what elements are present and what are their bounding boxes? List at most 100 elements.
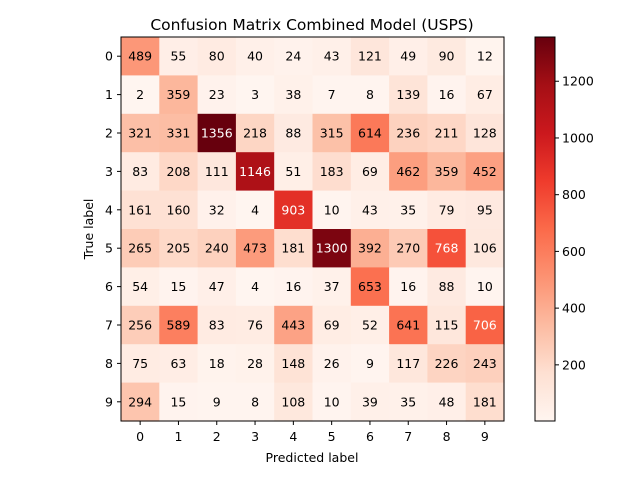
cell-value-label: 183 bbox=[320, 164, 344, 179]
cell-value-label: 1300 bbox=[316, 241, 348, 256]
heatmap-cell bbox=[274, 190, 314, 230]
colorbar-tick-label: 1200 bbox=[562, 74, 594, 89]
cell-value-label: 240 bbox=[205, 241, 229, 256]
x-tick-label: 5 bbox=[328, 429, 336, 444]
heatmap-cell bbox=[121, 152, 160, 192]
heatmap-cell bbox=[159, 344, 199, 384]
heatmap-cell bbox=[235, 37, 275, 76]
heatmap-cell bbox=[235, 190, 275, 230]
x-axis-label: Predicted label bbox=[266, 450, 359, 465]
heatmap-cell bbox=[235, 344, 275, 384]
cell-value-label: 208 bbox=[167, 164, 191, 179]
cell-value-label: 181 bbox=[473, 394, 497, 409]
cell-value-label: 39 bbox=[362, 394, 378, 409]
heatmap-cell bbox=[274, 75, 314, 115]
heatmap-cell bbox=[197, 382, 237, 422]
heatmap-cell bbox=[235, 113, 275, 153]
cell-value-label: 270 bbox=[396, 241, 420, 256]
heatmap-cell bbox=[312, 267, 352, 307]
cell-value-label: 76 bbox=[247, 318, 263, 333]
x-tick-label: 0 bbox=[136, 429, 144, 444]
cell-value-label: 79 bbox=[439, 202, 455, 217]
heatmap-cell bbox=[121, 344, 160, 384]
cell-value-label: 614 bbox=[358, 126, 382, 141]
heatmap-cell bbox=[427, 190, 467, 230]
heatmap-cell bbox=[312, 152, 352, 192]
cell-value-label: 48 bbox=[439, 394, 455, 409]
heatmap-cell bbox=[427, 229, 467, 268]
cell-value-label: 315 bbox=[320, 126, 344, 141]
cell-value-label: 181 bbox=[281, 241, 305, 256]
heatmap-cell bbox=[312, 305, 352, 345]
heatmap-cell bbox=[427, 305, 467, 345]
heatmap-cell bbox=[197, 75, 237, 115]
cell-value-label: 83 bbox=[132, 164, 148, 179]
cell-value-label: 903 bbox=[281, 202, 305, 217]
cell-value-label: 63 bbox=[170, 356, 186, 371]
cell-value-label: 706 bbox=[473, 318, 497, 333]
heatmap-cell bbox=[350, 152, 390, 192]
x-tick-label: 3 bbox=[251, 429, 259, 444]
heatmap-cell bbox=[235, 382, 275, 422]
cell-value-label: 226 bbox=[435, 356, 459, 371]
cell-value-label: 111 bbox=[205, 164, 229, 179]
cell-value-label: 24 bbox=[285, 49, 301, 64]
heatmap-cell bbox=[274, 229, 314, 268]
cell-value-label: 32 bbox=[209, 202, 225, 217]
heatmap-cell bbox=[427, 344, 467, 384]
y-tick-label: 8 bbox=[105, 356, 113, 371]
heatmap-cell bbox=[159, 229, 199, 268]
heatmap-cell bbox=[427, 113, 467, 153]
cell-value-label: 265 bbox=[128, 241, 152, 256]
cell-value-label: 9 bbox=[366, 356, 374, 371]
heatmap-cell bbox=[235, 229, 275, 268]
heatmap-cell bbox=[312, 113, 352, 153]
heatmap-cells bbox=[121, 37, 505, 422]
cell-value-label: 69 bbox=[362, 164, 378, 179]
cell-value-label: 9 bbox=[213, 394, 221, 409]
cell-value-label: 115 bbox=[435, 318, 459, 333]
cell-value-label: 489 bbox=[128, 49, 152, 64]
heatmap-cell bbox=[465, 190, 505, 230]
heatmap-cell bbox=[121, 229, 160, 268]
colorbar-tick-label: 200 bbox=[562, 357, 586, 372]
heatmap-cell bbox=[274, 344, 314, 384]
cell-value-label: 26 bbox=[324, 356, 340, 371]
colorbar-tick-label: 600 bbox=[562, 244, 586, 259]
cell-value-label: 294 bbox=[128, 394, 152, 409]
heatmap-cell bbox=[274, 37, 314, 76]
cell-value-label: 10 bbox=[324, 394, 340, 409]
heatmap-cell bbox=[197, 344, 237, 384]
heatmap-cell bbox=[159, 190, 199, 230]
heatmap-cell bbox=[121, 113, 160, 153]
heatmap-cell bbox=[197, 267, 237, 307]
y-tick-label: 6 bbox=[105, 279, 113, 294]
cell-value-label: 236 bbox=[396, 126, 420, 141]
cell-value-label: 51 bbox=[285, 164, 301, 179]
heatmap-cell bbox=[274, 152, 314, 192]
heatmap-cell bbox=[159, 152, 199, 192]
cell-value-label: 95 bbox=[477, 202, 493, 217]
cell-value-label: 589 bbox=[167, 318, 191, 333]
cell-value-label: 8 bbox=[251, 394, 259, 409]
cell-value-label: 16 bbox=[439, 87, 455, 102]
y-tick-label: 1 bbox=[105, 87, 113, 102]
heatmap-cell bbox=[121, 267, 160, 307]
heatmap-cell bbox=[235, 75, 275, 115]
heatmap-cell bbox=[350, 229, 390, 268]
cell-value-label: 160 bbox=[167, 202, 191, 217]
cell-value-label: 69 bbox=[324, 318, 340, 333]
y-tick-label: 2 bbox=[105, 126, 113, 141]
cell-value-label: 35 bbox=[400, 202, 416, 217]
heatmap-cell bbox=[159, 75, 199, 115]
heatmap-cell bbox=[427, 37, 467, 76]
heatmap-cell bbox=[159, 305, 199, 345]
cell-value-label: 8 bbox=[366, 87, 374, 102]
heatmap-cell bbox=[274, 267, 314, 307]
heatmap-cell bbox=[121, 37, 160, 76]
cell-value-label: 49 bbox=[400, 49, 416, 64]
cell-value-label: 83 bbox=[209, 318, 225, 333]
cell-value-label: 75 bbox=[132, 356, 148, 371]
heatmap-cell bbox=[121, 382, 160, 422]
heatmap-cell bbox=[312, 37, 352, 76]
